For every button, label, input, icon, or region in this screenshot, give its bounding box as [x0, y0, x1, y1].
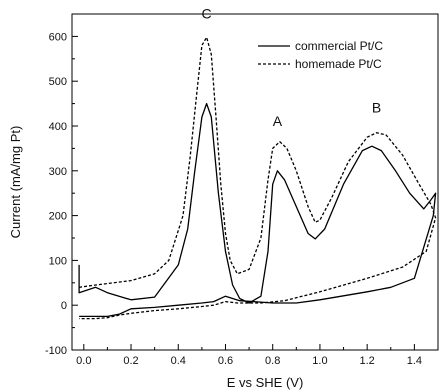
x-tick-label-3: 0.6	[218, 355, 233, 367]
y-tick-label-6: 500	[49, 76, 67, 88]
y-tick-label-0: -100	[45, 345, 67, 357]
series-line-homemade	[79, 36, 437, 320]
y-tick-label-7: 600	[49, 31, 67, 43]
y-tick-label-1: 0	[61, 300, 67, 312]
axis-ticks: 0.0 0.2 0.4 0.6 0.8 1.0 1.2 1.4 -100 0 100 200 300 40…	[45, 13, 422, 367]
x-tick-label-4: 0.8	[265, 355, 280, 367]
x-tick-label-5: 1.0	[312, 355, 327, 367]
peak-label-a: A	[273, 113, 283, 129]
peak-label-c: C	[202, 5, 212, 21]
x-tick-label-6: 1.2	[360, 355, 375, 367]
plot-frame	[71, 13, 439, 351]
peak-annotations: C A B	[202, 5, 382, 129]
x-tick-label-2: 0.4	[171, 355, 186, 367]
legend-label-commercial: commercial Pt/C	[295, 39, 383, 53]
y-tick-label-5: 400	[49, 121, 67, 133]
y-tick-label-2: 100	[49, 255, 67, 267]
legend-label-homemade: homemade Pt/C	[295, 57, 382, 71]
y-tick-label-3: 200	[49, 211, 67, 223]
x-tick-label-1: 0.2	[123, 355, 138, 367]
y-axis-title: Current (mA/mg Pt)	[8, 126, 23, 239]
series-group	[78, 36, 437, 320]
x-axis-title: E vs SHE (V)	[227, 375, 304, 390]
x-tick-label-7: 1.4	[407, 355, 422, 367]
y-tick-label-4: 300	[49, 166, 67, 178]
peak-label-b: B	[372, 100, 381, 116]
x-tick-label-0: 0.0	[76, 355, 91, 367]
series-line-commercial	[78, 102, 437, 318]
legend: commercial Pt/C homemade Pt/C	[258, 39, 383, 71]
